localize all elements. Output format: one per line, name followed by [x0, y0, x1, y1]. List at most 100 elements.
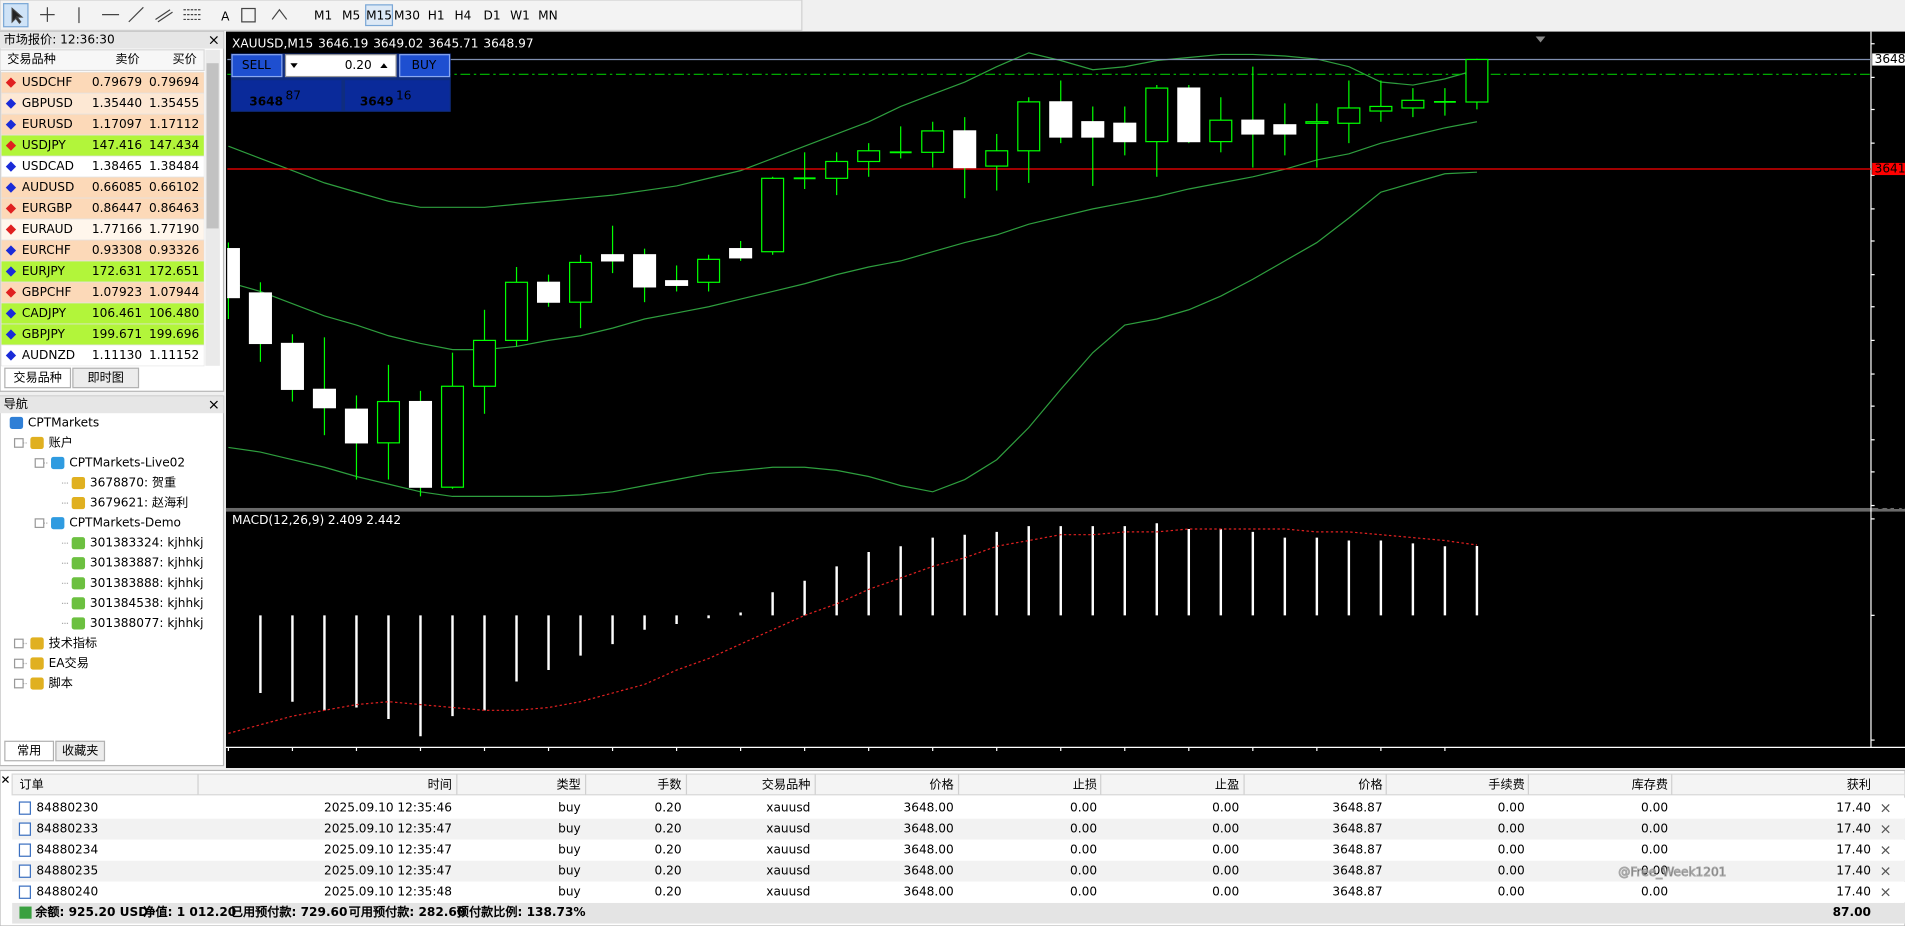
y-tick-label: 3634.90	[1877, 267, 1905, 281]
timeframe-button[interactable]: D1	[484, 8, 501, 22]
y-tick-label: 3619.80	[1877, 498, 1905, 512]
symbol[interactable]: CADJPY	[22, 306, 67, 320]
column-header[interactable]: 获利	[1847, 778, 1871, 792]
tree-item[interactable]: CPTMarkets	[28, 415, 99, 429]
expander[interactable]	[13, 638, 24, 649]
account-status: 可用预付款: 282.60	[349, 904, 466, 919]
timeframe-button[interactable]: H4	[454, 8, 471, 22]
sell-button[interactable]	[231, 54, 283, 78]
tree-item[interactable]: CPTMarkets-Demo	[69, 516, 181, 530]
timeframe-button[interactable]: M30	[394, 8, 420, 22]
symbol[interactable]: EURAUD	[22, 222, 73, 236]
expander[interactable]	[13, 658, 24, 669]
column-header[interactable]: 时间	[428, 778, 452, 792]
column-header[interactable]: 止盈	[1215, 778, 1239, 792]
buy-label[interactable]: BUY	[412, 58, 437, 72]
expander[interactable]	[34, 518, 45, 529]
order-cell: buy	[558, 822, 581, 836]
tree-item[interactable]: 301388077: kjhhkj	[90, 616, 204, 630]
order-row[interactable]	[12, 818, 1905, 840]
order-cell: 0.00	[1070, 801, 1097, 815]
tree-item[interactable]: 301383887: kjhhkj	[90, 556, 204, 570]
bid-panel[interactable]	[232, 80, 342, 111]
close-icon[interactable]	[209, 400, 218, 409]
candle-body	[1241, 119, 1265, 135]
symbol[interactable]: USDJPY	[22, 138, 67, 152]
tree-item[interactable]: CPTMarkets-Live02	[69, 455, 185, 469]
close-icon[interactable]	[209, 36, 218, 45]
order-row[interactable]	[12, 839, 1905, 861]
symbol[interactable]: USDCHF	[22, 75, 73, 89]
column-header[interactable]: 交易品种	[762, 777, 811, 792]
timeframe-button[interactable]: M1	[314, 8, 332, 22]
column-header[interactable]: 类型	[556, 778, 580, 792]
symbol[interactable]: EURCHF	[22, 243, 71, 257]
symbol[interactable]: AUDNZD	[22, 348, 75, 362]
order-row[interactable]	[12, 881, 1905, 903]
x-tick-label: 10 Sep 03:45	[356, 750, 437, 764]
lot-field[interactable]	[284, 54, 397, 78]
symbol[interactable]: EURJPY	[22, 264, 66, 278]
symbol[interactable]: EURUSD	[22, 117, 73, 131]
close-order[interactable]	[1881, 804, 1890, 813]
expander[interactable]	[13, 438, 24, 448]
expander[interactable]	[34, 458, 45, 468]
tab[interactable]	[4, 740, 55, 762]
close-order[interactable]	[1881, 867, 1890, 876]
timeframe-button[interactable]: W1	[510, 8, 530, 22]
bid: 1.11130	[92, 348, 142, 362]
close-order[interactable]	[1881, 825, 1890, 834]
symbol[interactable]: EURGBP	[22, 201, 72, 215]
macd-signal	[228, 528, 1478, 734]
column-header[interactable]: 库存费	[1632, 777, 1668, 792]
market-watch-titlebar	[0, 31, 224, 49]
tree-item[interactable]: 脚本	[49, 675, 73, 690]
order-cell: 0.20	[655, 822, 682, 836]
sell-label[interactable]: SELL	[242, 58, 271, 72]
close-order[interactable]	[1881, 888, 1890, 897]
lot-up[interactable]	[380, 63, 388, 69]
expander[interactable]	[13, 678, 24, 689]
tree-icon	[30, 677, 44, 690]
symbol[interactable]: AUDUSD	[22, 180, 74, 194]
tree-icon	[9, 416, 24, 429]
order-cell: buy	[558, 801, 581, 815]
timeframe-button[interactable]: MN	[538, 8, 558, 22]
timeframe-button[interactable]: M5	[342, 8, 360, 22]
candle-body	[248, 292, 272, 345]
column-header[interactable]: 止损	[1073, 778, 1097, 792]
column-header[interactable]: 订单	[19, 778, 43, 792]
column-header[interactable]: 手数	[657, 777, 681, 792]
tree-icon	[71, 537, 86, 550]
order-row[interactable]	[12, 797, 1905, 819]
scrollbar-thumb[interactable]	[206, 63, 219, 229]
symbol[interactable]: GBPCHF	[22, 285, 72, 299]
symbol[interactable]: USDCAD	[22, 159, 74, 173]
column-header[interactable]: 手续费	[1488, 778, 1524, 792]
tree-item[interactable]: 301383324: kjhhkj	[90, 536, 204, 550]
ask-panel[interactable]	[345, 80, 450, 111]
timeframe-button[interactable]: M15	[366, 8, 392, 22]
text-tool-icon[interactable]: A	[221, 10, 230, 24]
symbol[interactable]: GBPUSD	[22, 96, 73, 110]
symbol[interactable]: GBPJPY	[22, 327, 66, 341]
order-cell: 0.00	[1641, 843, 1668, 857]
tab[interactable]	[72, 367, 140, 389]
column-header[interactable]: 价格	[929, 777, 953, 792]
buy-button[interactable]	[399, 54, 451, 78]
order-row[interactable]	[12, 860, 1905, 882]
tree-item[interactable]: 技术指标	[49, 635, 98, 650]
tab[interactable]	[55, 740, 106, 762]
timeframe-button[interactable]: H1	[428, 8, 445, 22]
close-order[interactable]	[1881, 846, 1890, 855]
column-header[interactable]: 价格	[1358, 777, 1382, 792]
tree-item[interactable]: 账户	[49, 434, 73, 449]
tab[interactable]	[4, 367, 72, 389]
tree-item[interactable]: EA交易	[49, 655, 89, 670]
tree-item[interactable]: 301383888: kjhhkj	[90, 576, 204, 590]
lot-down[interactable]	[290, 63, 298, 69]
tree-item[interactable]: 3678870: 贺重	[90, 476, 176, 490]
terminal-close[interactable]	[2, 776, 9, 784]
tree-item[interactable]: 301384538: kjhhkj	[90, 596, 204, 610]
tree-item[interactable]: 3679621: 赵海利	[90, 495, 188, 510]
